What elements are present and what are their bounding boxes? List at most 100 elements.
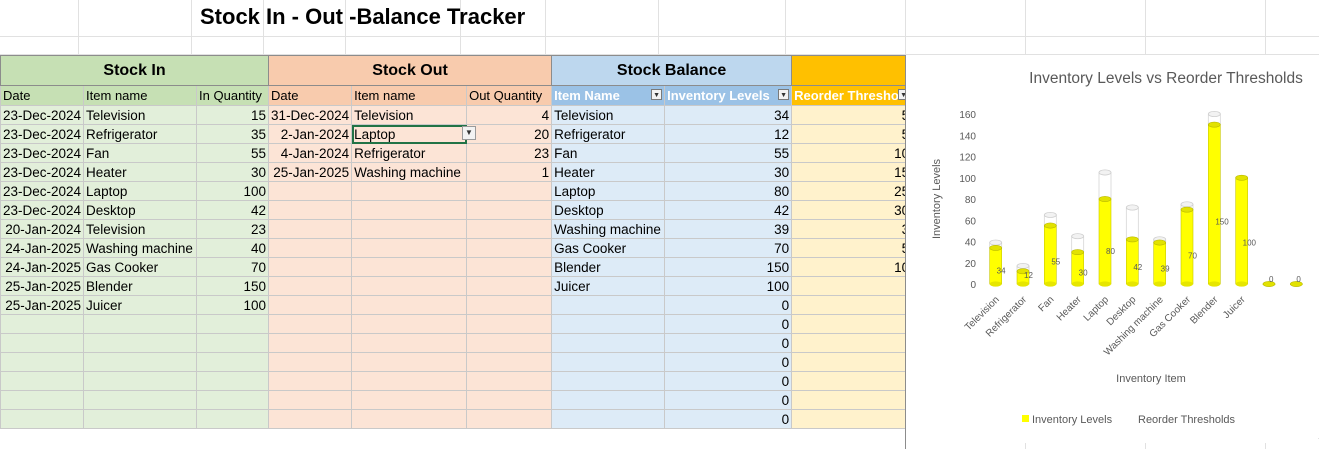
- cell-bal-threshold[interactable]: [791, 409, 913, 429]
- cell-bal-threshold[interactable]: [791, 276, 913, 296]
- cell-in-qty[interactable]: 70: [196, 257, 270, 277]
- cell-in-qty[interactable]: 23: [196, 219, 270, 239]
- cell-bal-item[interactable]: Heater: [551, 162, 666, 182]
- cell-bal-level[interactable]: 0: [664, 352, 793, 372]
- cell-bal-item[interactable]: Desktop: [551, 200, 666, 220]
- cell-out-qty[interactable]: 23: [466, 143, 553, 163]
- cell-out-date[interactable]: [268, 200, 353, 220]
- cell-out-qty[interactable]: [466, 257, 553, 277]
- cell-bal-level[interactable]: 39: [664, 219, 793, 239]
- cell-bal-threshold[interactable]: [791, 295, 913, 315]
- cell-bal-threshold[interactable]: 25: [791, 181, 913, 201]
- col-out-qty[interactable]: Out Quantity: [466, 85, 553, 106]
- cell-bal-item[interactable]: Gas Cooker: [551, 238, 666, 258]
- cell-bal-item[interactable]: Laptop: [551, 181, 666, 201]
- cell-out-item[interactable]: [351, 200, 468, 220]
- cell-out-date[interactable]: [268, 219, 353, 239]
- cell-in-date[interactable]: 23-Dec-2024: [0, 162, 85, 182]
- col-in-date[interactable]: Date: [0, 85, 85, 106]
- cell-bal-item[interactable]: [551, 371, 666, 391]
- col-out-date[interactable]: Date: [268, 85, 353, 106]
- cell-in-date[interactable]: [0, 409, 85, 429]
- col-in-item[interactable]: Item name: [83, 85, 198, 106]
- cell-in-item[interactable]: [83, 409, 198, 429]
- cell-in-qty[interactable]: 100: [196, 295, 270, 315]
- cell-in-date[interactable]: 23-Dec-2024: [0, 143, 85, 163]
- cell-in-item[interactable]: Blender: [83, 276, 198, 296]
- cell-out-date[interactable]: [268, 390, 353, 410]
- cell-in-qty[interactable]: 35: [196, 124, 270, 144]
- cell-bal-level[interactable]: 100: [664, 276, 793, 296]
- cell-out-qty[interactable]: [466, 200, 553, 220]
- cell-out-qty[interactable]: [466, 238, 553, 258]
- cell-out-date[interactable]: [268, 181, 353, 201]
- cell-bal-level[interactable]: 0: [664, 314, 793, 334]
- cell-in-item[interactable]: Refrigerator: [83, 124, 198, 144]
- cell-bal-item[interactable]: [551, 390, 666, 410]
- cell-out-date[interactable]: [268, 257, 353, 277]
- cell-bal-threshold[interactable]: 10: [791, 257, 913, 277]
- cell-out-date[interactable]: 4-Jan-2024: [268, 143, 353, 163]
- cell-in-qty[interactable]: 30: [196, 162, 270, 182]
- cell-in-date[interactable]: 24-Jan-2025: [0, 257, 85, 277]
- cell-in-qty[interactable]: [196, 314, 270, 334]
- cell-bal-item[interactable]: Blender: [551, 257, 666, 277]
- cell-in-item[interactable]: Television: [83, 219, 198, 239]
- cell-bal-level[interactable]: 12: [664, 124, 793, 144]
- cell-bal-threshold[interactable]: 3: [791, 219, 913, 239]
- cell-bal-item[interactable]: [551, 314, 666, 334]
- cell-bal-level[interactable]: 42: [664, 200, 793, 220]
- cell-bal-threshold[interactable]: [791, 371, 913, 391]
- cell-out-date[interactable]: 2-Jan-2024: [268, 124, 353, 144]
- cell-out-item[interactable]: [351, 371, 468, 391]
- cell-in-qty[interactable]: 42: [196, 200, 270, 220]
- filter-dropdown-icon[interactable]: ▼: [651, 89, 663, 100]
- cell-bal-threshold[interactable]: 15: [791, 162, 913, 182]
- cell-dropdown-icon[interactable]: ▼: [462, 126, 476, 140]
- cell-bal-item[interactable]: [551, 295, 666, 315]
- cell-in-qty[interactable]: [196, 333, 270, 353]
- cell-bal-level[interactable]: 0: [664, 409, 793, 429]
- cell-bal-level[interactable]: 55: [664, 143, 793, 163]
- cell-out-qty[interactable]: [466, 276, 553, 296]
- cell-out-qty[interactable]: [466, 371, 553, 391]
- cell-in-item[interactable]: [83, 371, 198, 391]
- cell-in-item[interactable]: [83, 314, 198, 334]
- cell-in-item[interactable]: [83, 390, 198, 410]
- cell-bal-level[interactable]: 70: [664, 238, 793, 258]
- cell-bal-level[interactable]: 0: [664, 390, 793, 410]
- cell-out-date[interactable]: [268, 314, 353, 334]
- cell-bal-level[interactable]: 0: [664, 333, 793, 353]
- cell-in-qty[interactable]: 40: [196, 238, 270, 258]
- cell-in-date[interactable]: [0, 371, 85, 391]
- cell-in-date[interactable]: 23-Dec-2024: [0, 200, 85, 220]
- cell-in-item[interactable]: Gas Cooker: [83, 257, 198, 277]
- cell-out-item[interactable]: [351, 409, 468, 429]
- cell-out-date[interactable]: 25-Jan-2025: [268, 162, 353, 182]
- cell-out-item[interactable]: [351, 219, 468, 239]
- cell-in-date[interactable]: 23-Dec-2024: [0, 124, 85, 144]
- cell-in-qty[interactable]: [196, 371, 270, 391]
- cell-bal-item[interactable]: [551, 333, 666, 353]
- cell-out-item[interactable]: [351, 257, 468, 277]
- cell-out-item[interactable]: [351, 314, 468, 334]
- cell-bal-item[interactable]: Washing machine: [551, 219, 666, 239]
- cell-out-item[interactable]: [351, 352, 468, 372]
- cell-in-date[interactable]: [0, 352, 85, 372]
- cell-out-qty[interactable]: [466, 181, 553, 201]
- cell-bal-level[interactable]: 30: [664, 162, 793, 182]
- cell-in-item[interactable]: Fan: [83, 143, 198, 163]
- cell-out-date[interactable]: [268, 295, 353, 315]
- cell-bal-level[interactable]: 34: [664, 105, 793, 125]
- cell-out-qty[interactable]: 1: [466, 162, 553, 182]
- cell-in-date[interactable]: [0, 333, 85, 353]
- filter-dropdown-icon[interactable]: ▼: [778, 89, 790, 100]
- cell-bal-threshold[interactable]: [791, 333, 913, 353]
- cell-bal-threshold[interactable]: 10: [791, 143, 913, 163]
- cell-in-date[interactable]: 20-Jan-2024: [0, 219, 85, 239]
- cell-bal-threshold[interactable]: [791, 314, 913, 334]
- cell-out-item[interactable]: [351, 333, 468, 353]
- cell-in-date[interactable]: 25-Jan-2025: [0, 276, 85, 296]
- cell-in-qty[interactable]: [196, 352, 270, 372]
- cell-in-item[interactable]: Desktop: [83, 200, 198, 220]
